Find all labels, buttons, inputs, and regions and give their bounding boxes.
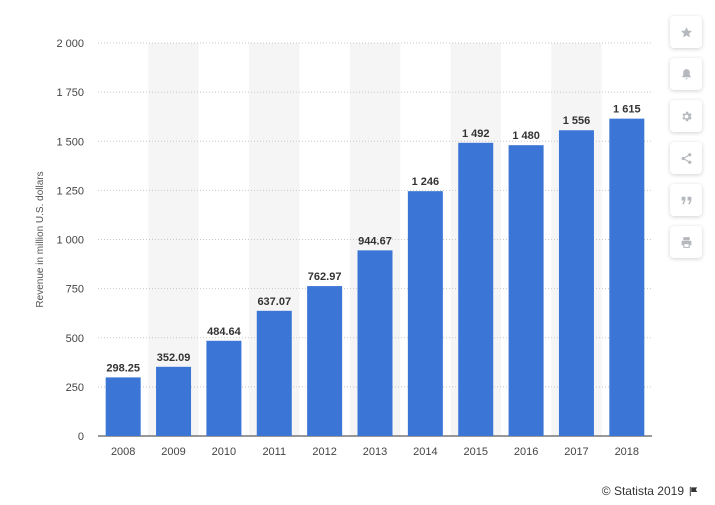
footer-credit: © Statista 2019 — [602, 484, 699, 498]
chart-area: 0 250 500 750 1 000 1 250 1 500 1 750 2 000 298.2… — [35, 38, 652, 458]
data-label: 1 615 — [613, 104, 641, 116]
data-label: 637.07 — [257, 296, 291, 308]
y-tick-label: 1 000 — [56, 235, 84, 247]
y-tick-label: 1 750 — [56, 87, 84, 99]
x-tick-label: 2018 — [615, 446, 639, 458]
data-label: 352.09 — [157, 352, 191, 364]
bar — [105, 377, 141, 436]
bar — [156, 366, 192, 436]
bar — [307, 286, 343, 436]
x-tick-label: 2008 — [111, 446, 135, 458]
data-label: 762.97 — [308, 271, 342, 283]
y-tick-label: 500 — [66, 333, 84, 345]
data-label: 944.67 — [358, 235, 392, 247]
bar — [407, 191, 443, 436]
x-tick-label: 2010 — [212, 446, 236, 458]
star-icon — [680, 26, 692, 37]
y-tick-label: 750 — [66, 284, 84, 296]
y-axis-title: Revenue in million U.S. dollars — [35, 171, 46, 307]
bar — [609, 118, 645, 436]
data-label: 1 556 — [563, 115, 591, 127]
y-tick-label: 0 — [78, 431, 84, 443]
y-tick-label: 2 000 — [56, 38, 84, 50]
bar — [458, 142, 494, 436]
data-label: 1 480 — [512, 130, 540, 142]
print-button[interactable] — [670, 226, 702, 258]
settings-button[interactable] — [670, 100, 702, 132]
x-tick-label: 2014 — [413, 446, 437, 458]
x-tick-label: 2013 — [363, 446, 387, 458]
share-icon — [681, 152, 691, 164]
x-tick-label: 2015 — [463, 446, 487, 458]
y-tick-label: 250 — [66, 382, 84, 394]
share-button[interactable] — [670, 142, 702, 174]
favorite-button[interactable] — [670, 16, 702, 48]
cite-button[interactable] — [670, 184, 702, 216]
bell-icon — [681, 68, 691, 79]
statista-credit: © Statista 2019 — [601, 484, 684, 498]
y-tick-label: 1 250 — [56, 185, 84, 197]
flag-icon[interactable] — [688, 486, 699, 497]
y-tick-label: 1 500 — [56, 136, 84, 148]
x-tick-label: 2012 — [312, 446, 336, 458]
x-tick-label: 2011 — [262, 446, 286, 458]
x-tick-label: 2016 — [514, 446, 538, 458]
gear-icon — [681, 111, 692, 121]
data-label: 1 492 — [462, 128, 490, 140]
notification-button[interactable] — [670, 58, 702, 90]
data-label: 298.25 — [106, 362, 140, 374]
x-tick-label: 2017 — [564, 446, 588, 458]
bar-chart: 0 250 500 750 1 000 1 250 1 500 1 750 2 000 298.2… — [35, 38, 652, 458]
bar — [558, 130, 594, 436]
bar — [256, 310, 292, 436]
print-icon — [681, 236, 691, 248]
bar — [206, 340, 242, 436]
bar — [357, 250, 393, 436]
data-label: 484.64 — [207, 326, 242, 338]
x-tick-label: 2009 — [161, 446, 185, 458]
data-label: 1 246 — [412, 176, 440, 188]
bar — [508, 145, 544, 436]
quote-icon — [681, 196, 691, 204]
